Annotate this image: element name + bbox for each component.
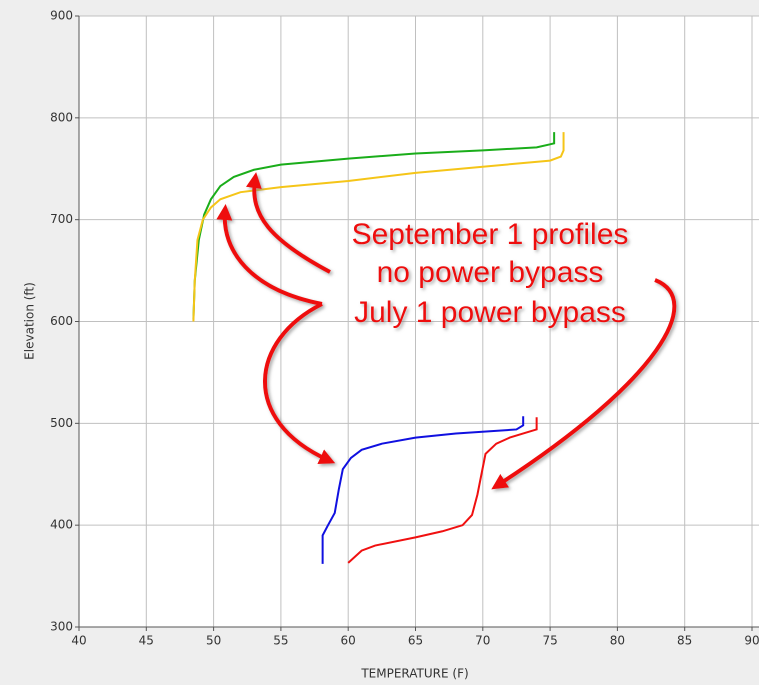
y-axis-title: Elevation (ft) <box>23 282 37 360</box>
x-tick-label: 60 <box>341 634 356 648</box>
x-tick-label: 45 <box>139 634 154 648</box>
x-tick-label: 70 <box>475 634 490 648</box>
annotation: no power bypass <box>377 256 604 289</box>
x-tick-label: 85 <box>677 634 692 648</box>
x-tick-label: 50 <box>206 634 221 648</box>
y-tick-label: 700 <box>50 212 73 226</box>
annotation: September 1 profiles <box>352 218 629 251</box>
y-tick-label: 300 <box>50 620 73 634</box>
annotation: July 1 power bypass <box>354 296 626 329</box>
y-tick-label: 900 <box>50 9 73 23</box>
x-tick-label: 55 <box>273 634 288 648</box>
arrows <box>216 172 677 490</box>
x-tick-label: 90 <box>744 634 759 648</box>
x-tick-label: 65 <box>408 634 423 648</box>
y-tick-label: 600 <box>50 314 73 328</box>
x-axis-title: TEMPERATURE (F) <box>360 667 468 681</box>
y-tick-label: 500 <box>50 416 73 430</box>
x-tick-label: 40 <box>71 634 86 648</box>
data-line <box>347 417 538 564</box>
x-tick-label: 75 <box>542 634 557 648</box>
y-tick-label: 400 <box>50 518 73 532</box>
data-line <box>192 132 565 322</box>
data-line <box>321 416 525 564</box>
y-tick-label: 800 <box>50 110 73 124</box>
x-tick-label: 80 <box>610 634 625 648</box>
